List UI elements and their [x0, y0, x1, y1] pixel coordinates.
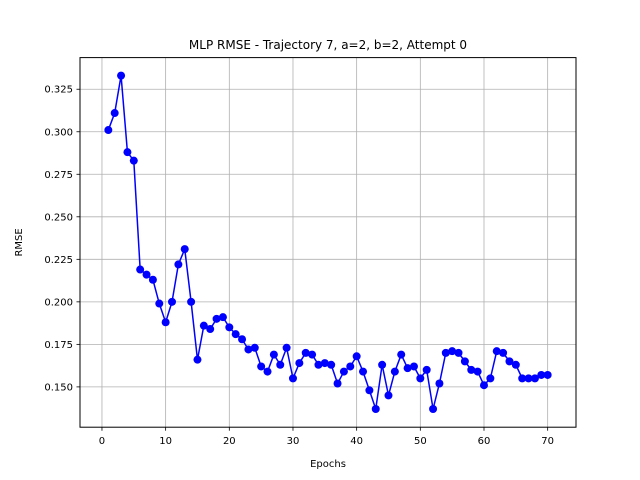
x-axis-label: Epochs [310, 459, 346, 470]
data-point [257, 362, 266, 371]
y-tick-label: 0.250 [44, 212, 73, 223]
data-point [543, 370, 552, 379]
data-point [365, 386, 374, 395]
data-point [142, 270, 151, 279]
x-tick-label: 40 [350, 436, 363, 447]
data-point [314, 360, 323, 369]
data-point [511, 360, 520, 369]
data-point [129, 156, 138, 165]
data-point [276, 360, 285, 369]
data-point [282, 343, 291, 352]
data-point [250, 343, 259, 352]
data-point [524, 374, 533, 383]
data-point [378, 360, 387, 369]
data-point [168, 297, 177, 306]
data-point [199, 321, 208, 330]
y-tick-label: 0.150 [44, 382, 73, 393]
data-point [301, 348, 310, 357]
x-tick-label: 60 [478, 436, 491, 447]
data-point [225, 323, 234, 332]
data-point [416, 374, 425, 383]
data-point [269, 350, 278, 359]
data-point [148, 275, 157, 284]
data-point [327, 360, 336, 369]
data-point [320, 359, 329, 368]
x-tick-label: 50 [414, 436, 427, 447]
plot-frame [79, 57, 577, 428]
data-point [422, 365, 431, 374]
x-tick-label: 10 [159, 436, 172, 447]
data-point [346, 362, 355, 371]
data-point [117, 71, 126, 80]
data-point [155, 299, 164, 308]
x-tick-label: 0 [99, 436, 105, 447]
data-point [518, 374, 527, 383]
data-point [409, 362, 418, 371]
data-point [530, 374, 539, 383]
data-point [339, 367, 348, 376]
y-tick-label: 0.325 [44, 85, 73, 96]
data-point [435, 379, 444, 388]
data-point [187, 297, 196, 306]
data-point [448, 347, 457, 356]
y-tick-label: 0.300 [44, 127, 73, 138]
data-point [193, 355, 202, 364]
data-point [295, 359, 304, 368]
data-point [359, 367, 368, 376]
x-tick-label: 30 [287, 436, 300, 447]
data-point [238, 335, 247, 344]
data-point [244, 345, 253, 354]
data-point [206, 325, 215, 334]
data-point [505, 357, 514, 366]
y-tick-label: 0.275 [44, 170, 73, 181]
data-point [460, 357, 469, 366]
data-point [161, 318, 170, 327]
data-point [492, 347, 501, 356]
data-point [308, 350, 317, 359]
data-point [479, 381, 488, 390]
x-axis-ticks: 0 10 20 30 40 50 60 70 [99, 427, 554, 447]
x-tick-label: 20 [223, 436, 236, 447]
data-point [467, 365, 476, 374]
data-point [454, 348, 463, 357]
y-tick-label: 0.225 [44, 255, 73, 266]
data-point [288, 374, 297, 383]
y-axis-label: RMSE [14, 228, 25, 256]
data-point [390, 367, 399, 376]
data-point [441, 348, 450, 357]
data-point [180, 245, 189, 254]
series-layer [104, 71, 552, 414]
y-axis-ticks: 0.150 0.175 0.200 0.225 0.250 0.275 0.300 0.325 [44, 85, 80, 393]
data-point [263, 367, 272, 376]
data-point [333, 379, 342, 388]
y-tick-label: 0.175 [44, 340, 73, 351]
data-point [231, 330, 240, 339]
chart-title: MLP RMSE - Trajectory 7, a=2, b=2, Attem… [189, 38, 467, 52]
data-point [429, 405, 438, 414]
data-point [537, 370, 546, 379]
data-point [123, 148, 132, 157]
data-point [397, 350, 406, 359]
data-point [174, 260, 183, 269]
y-tick-label: 0.200 [44, 297, 73, 308]
data-point [473, 367, 482, 376]
data-point [486, 374, 495, 383]
data-point [104, 126, 113, 135]
data-point [212, 314, 221, 323]
data-point [403, 364, 412, 373]
data-point [499, 348, 508, 357]
x-tick-label: 70 [541, 436, 554, 447]
data-point [218, 313, 227, 322]
data-point [371, 405, 380, 414]
data-point [110, 109, 119, 118]
data-point [352, 352, 361, 361]
data-point [136, 265, 145, 274]
data-point [384, 391, 393, 400]
